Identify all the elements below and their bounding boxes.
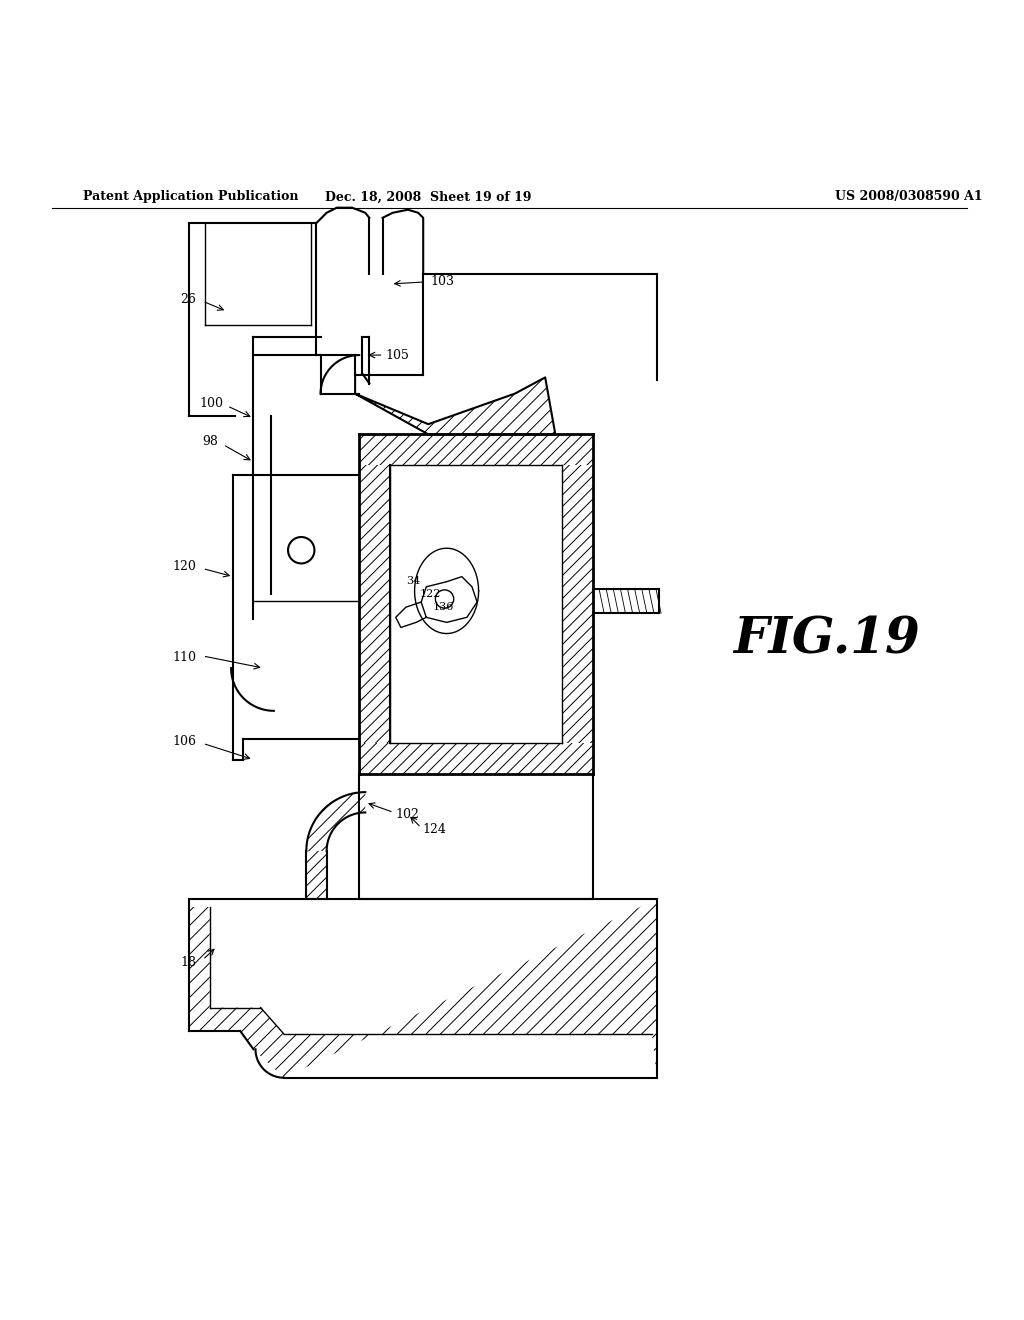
Text: Patent Application Publication: Patent Application Publication bbox=[83, 190, 298, 203]
Text: 136: 136 bbox=[432, 602, 454, 612]
Text: 18: 18 bbox=[180, 957, 197, 969]
Text: 103: 103 bbox=[430, 276, 455, 288]
Text: 26: 26 bbox=[180, 293, 197, 306]
Text: 110: 110 bbox=[173, 652, 197, 664]
Text: 105: 105 bbox=[386, 348, 410, 362]
Text: 120: 120 bbox=[173, 560, 197, 573]
Text: 102: 102 bbox=[395, 808, 420, 821]
Text: 100: 100 bbox=[199, 397, 223, 411]
Text: 122: 122 bbox=[419, 589, 440, 599]
Text: 106: 106 bbox=[173, 735, 197, 748]
Text: 34: 34 bbox=[406, 576, 420, 586]
Text: FIG.19: FIG.19 bbox=[733, 615, 920, 664]
Text: Dec. 18, 2008  Sheet 19 of 19: Dec. 18, 2008 Sheet 19 of 19 bbox=[325, 190, 531, 203]
Text: 124: 124 bbox=[422, 824, 446, 837]
Text: 98: 98 bbox=[202, 436, 218, 447]
Text: US 2008/0308590 A1: US 2008/0308590 A1 bbox=[835, 190, 982, 203]
